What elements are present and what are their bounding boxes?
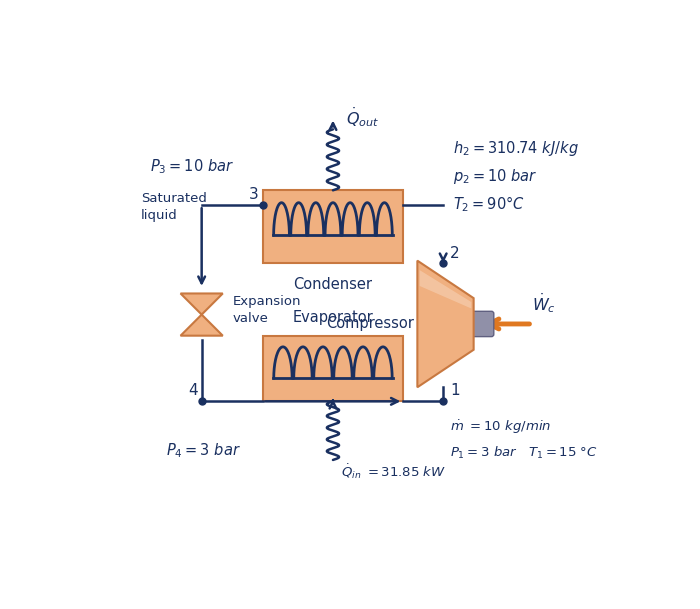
Polygon shape <box>181 315 223 336</box>
Text: $\dot{Q}_{in}\ = 31.85\ kW$: $\dot{Q}_{in}\ = 31.85\ kW$ <box>342 462 447 481</box>
Text: 4: 4 <box>188 382 198 398</box>
Text: $P_1 = 3\ \mathit{bar}\quad T_1 = 15\ °C$: $P_1 = 3\ \mathit{bar}\quad T_1 = 15\ °C… <box>450 445 598 461</box>
Text: $\dot{W}_c$: $\dot{W}_c$ <box>532 291 556 315</box>
Text: 3: 3 <box>249 186 259 202</box>
Text: $\dot{m}\ =10\ kg/min$: $\dot{m}\ =10\ kg/min$ <box>450 418 552 436</box>
Polygon shape <box>417 261 474 387</box>
Text: Condenser: Condenser <box>293 276 372 292</box>
FancyBboxPatch shape <box>262 190 403 263</box>
Text: 1: 1 <box>450 382 460 398</box>
Text: $P_3 = 10\ \mathit{bar}$: $P_3 = 10\ \mathit{bar}$ <box>150 158 234 176</box>
Text: $P_4 = 3\ \mathit{bar}$: $P_4 = 3\ \mathit{bar}$ <box>167 441 242 460</box>
FancyBboxPatch shape <box>471 311 493 337</box>
Text: 2: 2 <box>450 245 460 261</box>
FancyBboxPatch shape <box>262 336 403 401</box>
Text: $p_2 = 10\ \mathit{bar}$: $p_2 = 10\ \mathit{bar}$ <box>452 167 537 186</box>
Text: Expansion
valve: Expansion valve <box>233 295 302 325</box>
Polygon shape <box>420 270 471 309</box>
Text: $h_2 = 310.74\ kJ/kg$: $h_2 = 310.74\ kJ/kg$ <box>452 139 578 158</box>
Text: Evaporator: Evaporator <box>293 311 373 325</box>
Text: Compressor: Compressor <box>326 317 414 331</box>
Text: $\dot{Q}_{out}$: $\dot{Q}_{out}$ <box>346 106 379 130</box>
Text: Saturated
liquid: Saturated liquid <box>141 192 207 222</box>
Text: $T_2 = 90°C$: $T_2 = 90°C$ <box>452 194 524 214</box>
Polygon shape <box>181 294 223 315</box>
